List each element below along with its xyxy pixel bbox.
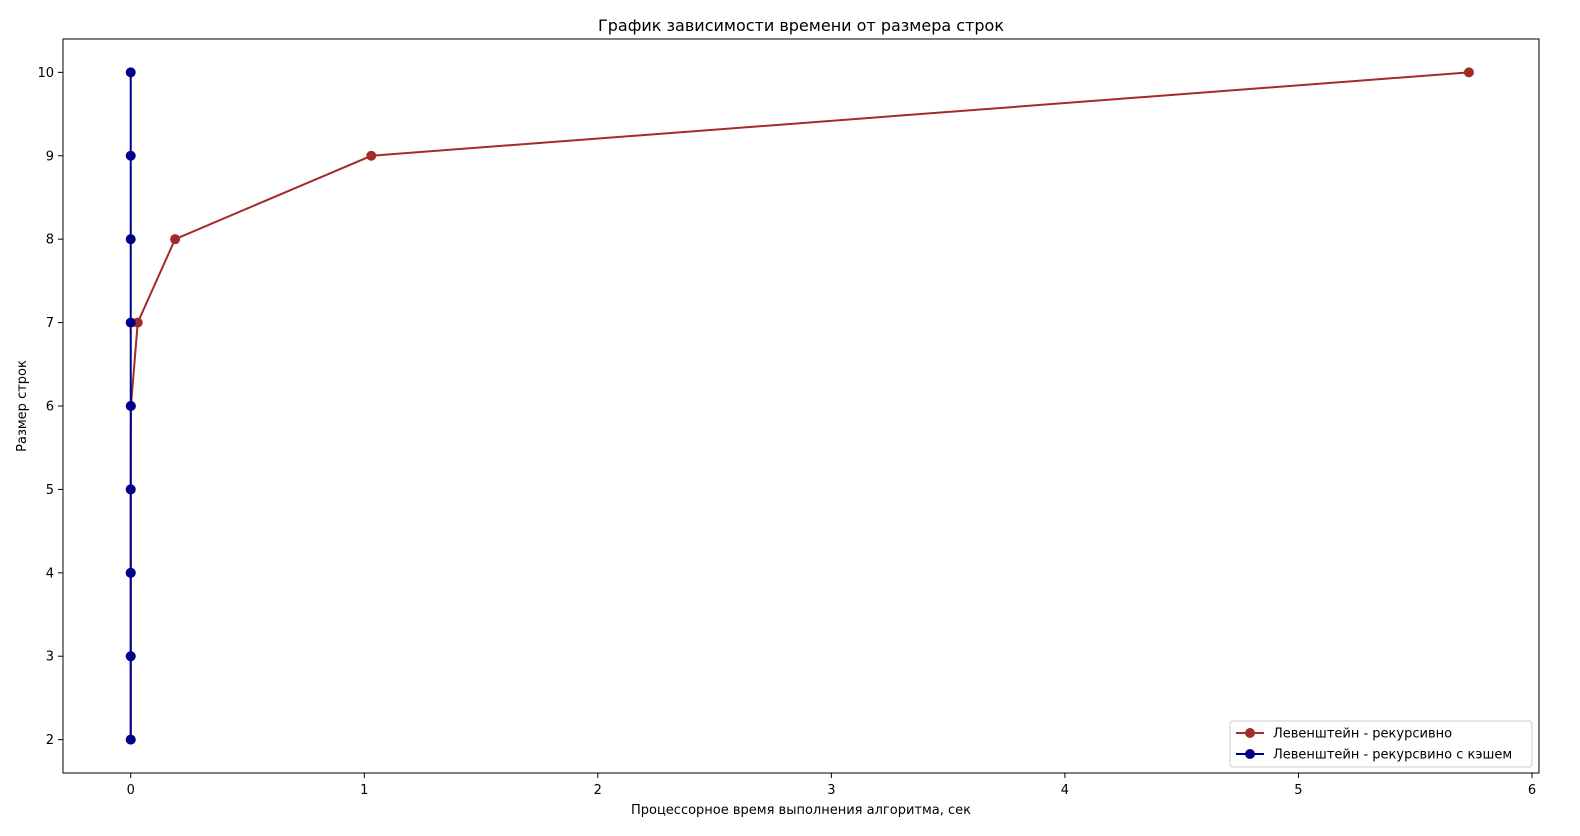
data-point <box>125 734 136 745</box>
y-tick-label: 5 <box>46 483 54 498</box>
x-tick-label: 2 <box>594 783 602 798</box>
data-point <box>125 150 136 161</box>
legend-marker <box>1245 728 1255 738</box>
data-point <box>366 150 377 161</box>
data-point <box>125 484 136 495</box>
y-tick-label: 10 <box>37 66 54 81</box>
series-layer <box>125 67 1474 745</box>
y-tick-label: 3 <box>46 650 54 665</box>
x-tick-label: 5 <box>1294 783 1302 798</box>
legend-marker <box>1245 749 1255 759</box>
legend-box <box>1229 720 1533 768</box>
data-point <box>1463 67 1474 78</box>
y-axis-title: Размер строк <box>15 360 30 452</box>
x-tick-label: 1 <box>360 783 368 798</box>
y-tick-label: 6 <box>46 400 54 415</box>
data-point <box>132 317 143 328</box>
data-point <box>125 401 136 411</box>
legend: Левенштейн - рекурсивно Левенштейн - реку… <box>1229 720 1533 768</box>
data-point <box>125 651 136 662</box>
legend-label: Левенштейн - рекурсвино с кэшем <box>1273 748 1512 763</box>
data-point <box>125 567 136 578</box>
data-point <box>170 234 181 245</box>
data-point <box>125 67 136 78</box>
chart-title: График зависимости времени от размера ст… <box>598 16 1004 35</box>
y-tick-label: 4 <box>46 566 54 581</box>
y-tick-label: 7 <box>46 316 54 331</box>
axes-frame <box>62 38 1540 774</box>
series-2 <box>125 67 136 745</box>
x-axis: 0 1 2 3 4 5 6 <box>127 773 1536 798</box>
y-tick-label: 2 <box>46 733 54 748</box>
legend-label: Левенштейн - рекурсивно <box>1273 727 1452 742</box>
x-axis-title: Процессорное время выполнения алгоритма,… <box>631 803 971 818</box>
x-tick-label: 6 <box>1528 783 1536 798</box>
y-tick-label: 9 <box>46 149 54 164</box>
x-tick-label: 4 <box>1061 783 1069 798</box>
y-tick-label: 8 <box>46 233 54 248</box>
x-tick-label: 0 <box>127 783 135 798</box>
legend-item: Левенштейн - рекурсивно <box>1236 727 1452 742</box>
x-tick-label: 3 <box>827 783 835 798</box>
legend-item: Левенштейн - рекурсвино с кэшем <box>1236 748 1512 763</box>
data-point <box>125 234 136 245</box>
y-axis: 2 3 4 5 6 7 8 9 10 <box>37 66 63 748</box>
data-point <box>125 317 136 328</box>
